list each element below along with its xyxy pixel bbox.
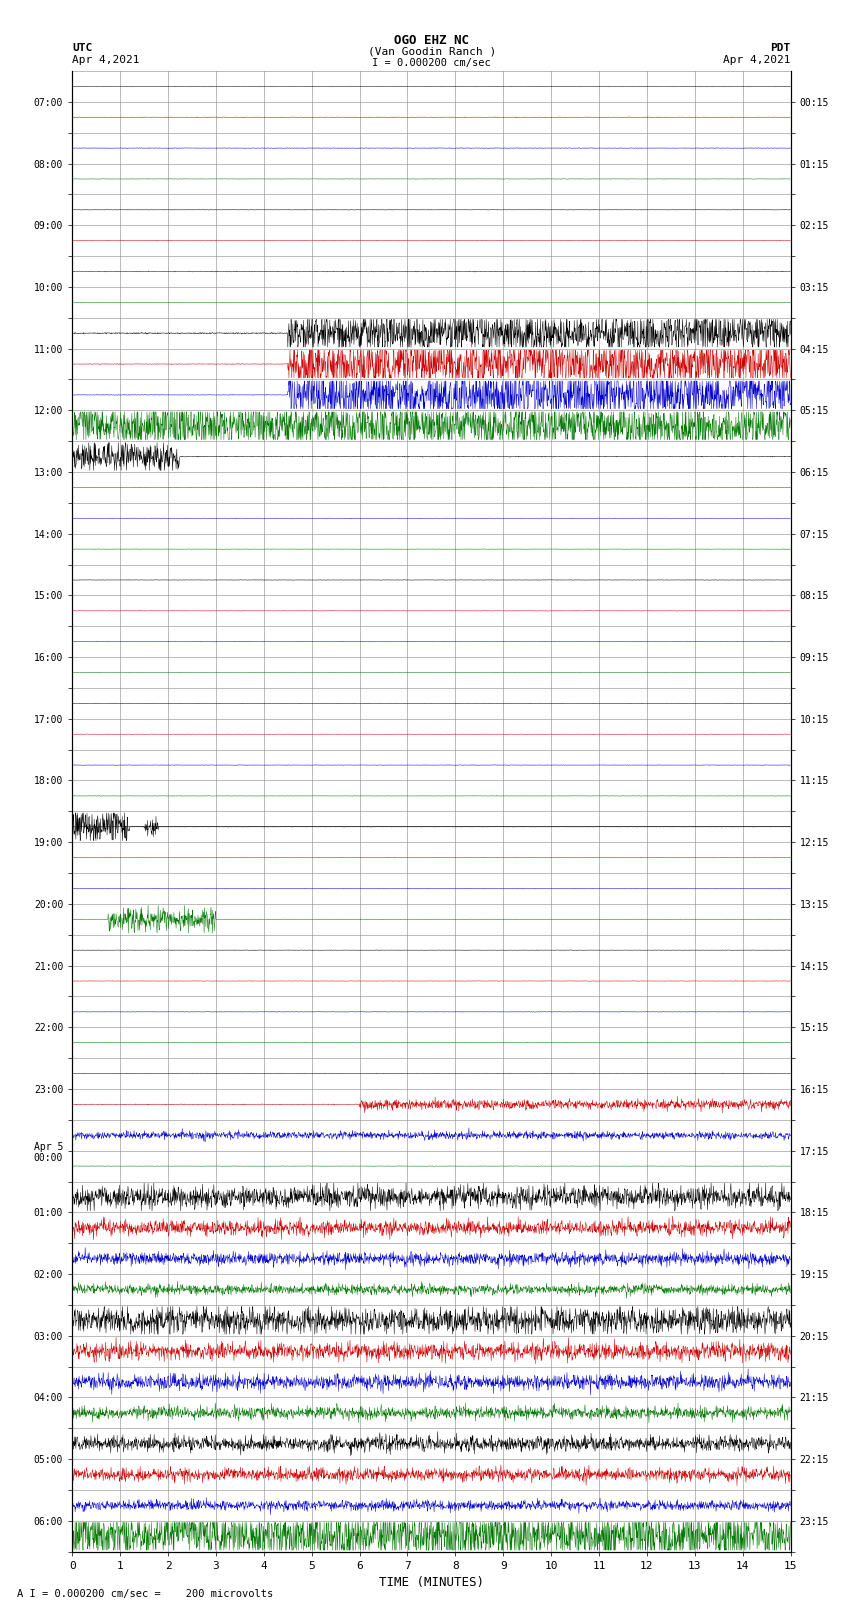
X-axis label: TIME (MINUTES): TIME (MINUTES) <box>379 1576 484 1589</box>
Text: A I = 0.000200 cm/sec =    200 microvolts: A I = 0.000200 cm/sec = 200 microvolts <box>17 1589 273 1598</box>
Text: OGO EHZ NC: OGO EHZ NC <box>394 34 469 47</box>
Text: Apr 4,2021: Apr 4,2021 <box>72 55 139 65</box>
Text: Apr 4,2021: Apr 4,2021 <box>723 55 791 65</box>
Text: PDT: PDT <box>770 44 790 53</box>
Text: I = 0.000200 cm/sec: I = 0.000200 cm/sec <box>372 58 491 68</box>
Text: (Van Goodin Ranch ): (Van Goodin Ranch ) <box>368 47 496 56</box>
Text: UTC: UTC <box>72 44 93 53</box>
